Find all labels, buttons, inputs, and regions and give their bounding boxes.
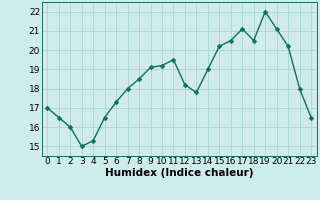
X-axis label: Humidex (Indice chaleur): Humidex (Indice chaleur): [105, 168, 253, 178]
